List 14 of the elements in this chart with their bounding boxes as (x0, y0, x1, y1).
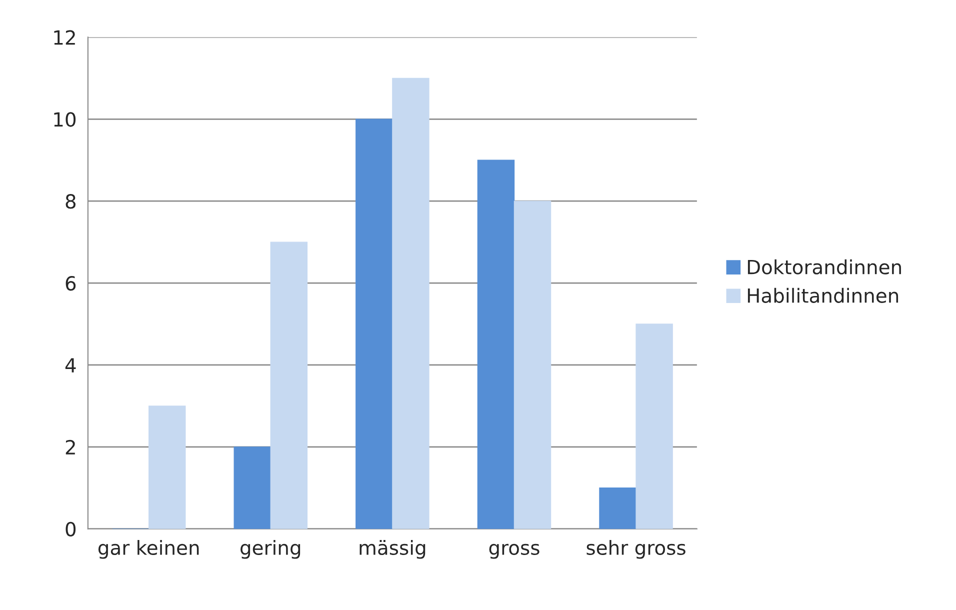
y-tick-label: 8 (66, 194, 76, 209)
y-tick-label: 6 (66, 276, 76, 291)
legend-label: Doktorandinnen (748, 259, 901, 274)
y-tick-label: 2 (66, 440, 75, 454)
x-tick-label: gering (240, 540, 300, 559)
legend-label: Habilitandinnen (748, 288, 898, 303)
y-tick-label: 0 (66, 522, 76, 537)
x-tick-label: mässig (360, 540, 426, 559)
y-tick-label: 4 (65, 358, 76, 372)
x-tick-label: gar keinen (98, 540, 199, 559)
y-tick-label: 12 (54, 30, 75, 45)
y-tick-label: 10 (54, 112, 76, 127)
x-tick-label: gross (489, 544, 540, 559)
x-tick-label: sehr gross (586, 540, 686, 559)
